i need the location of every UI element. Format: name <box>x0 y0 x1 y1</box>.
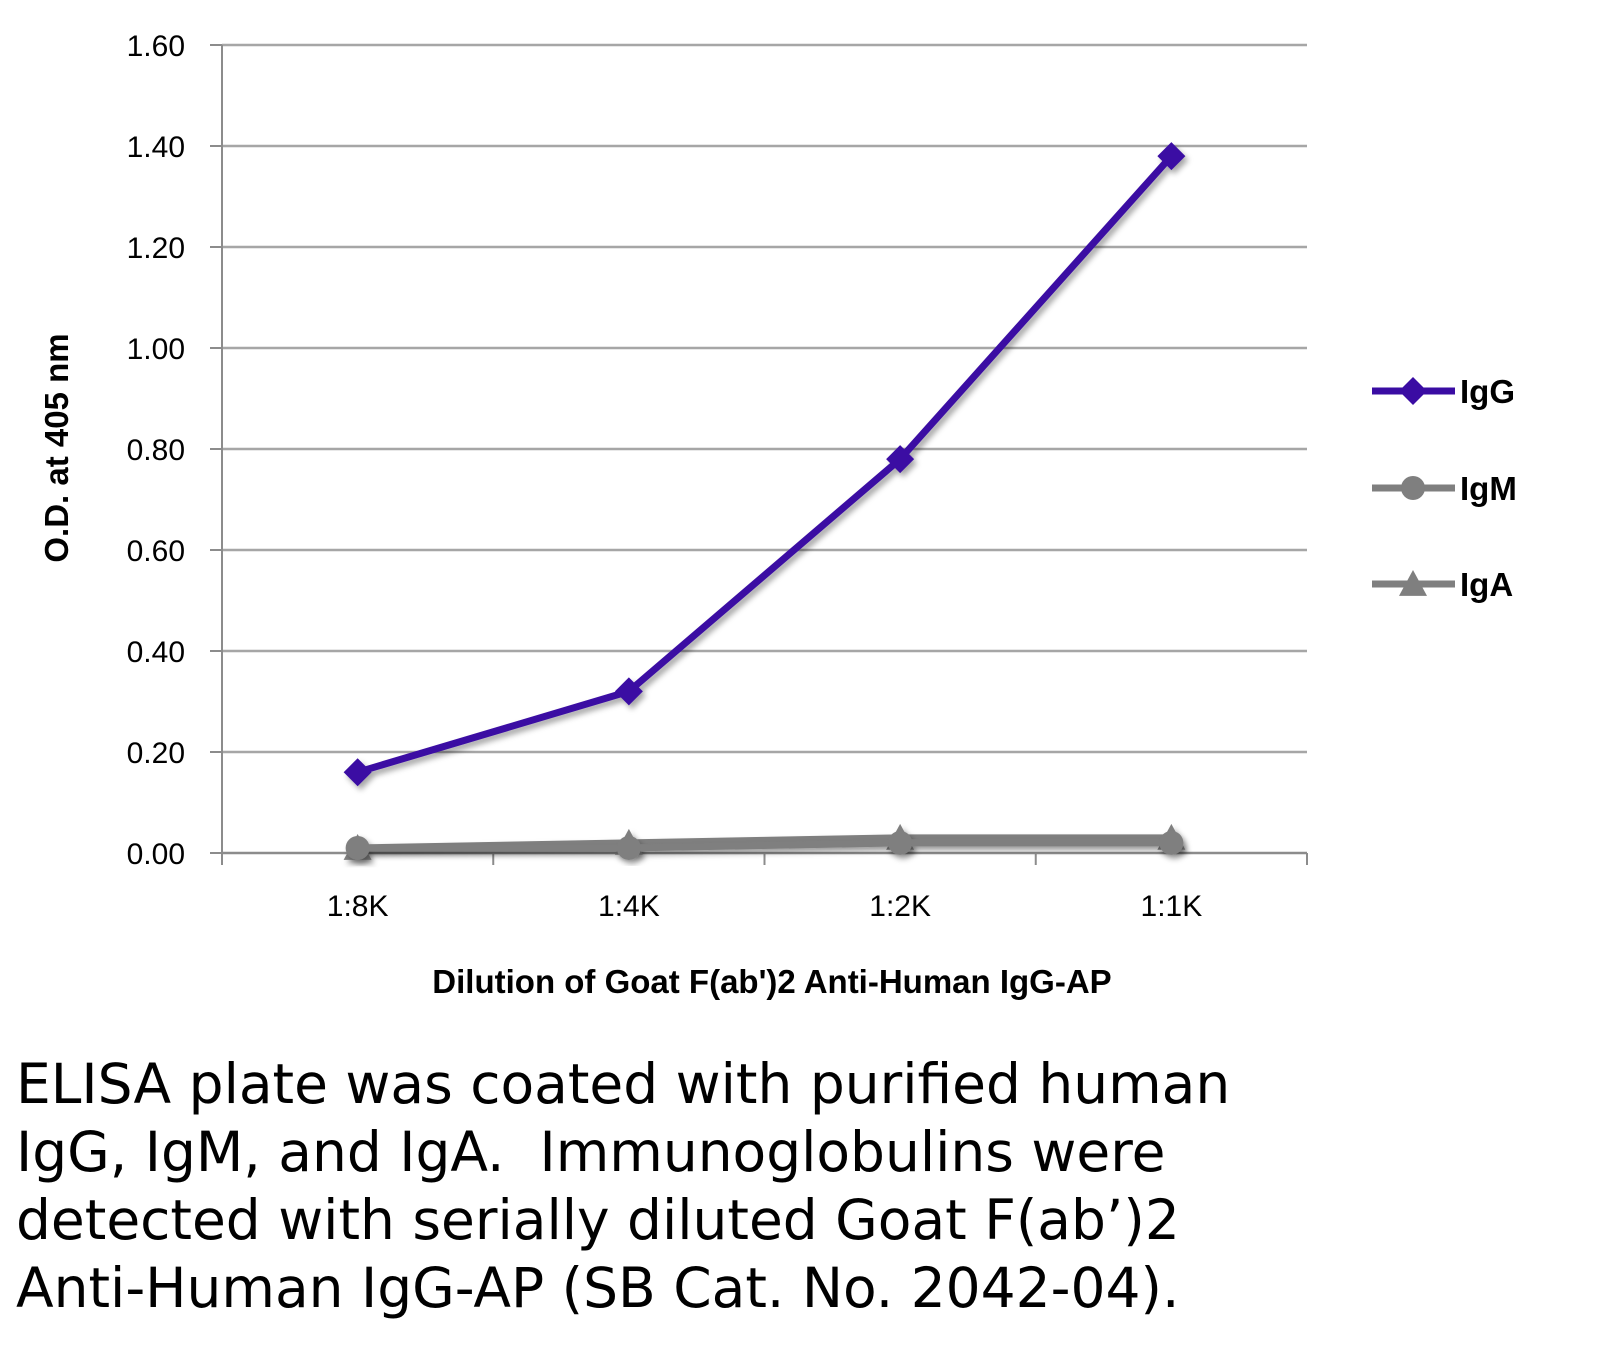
data-point <box>1157 142 1186 171</box>
y-tick-label: 0.40 <box>127 636 185 669</box>
legend-marker <box>1399 377 1427 405</box>
data-point <box>888 830 913 855</box>
y-tick-labels: 0.00 0.20 0.40 0.60 0.80 1.00 1.20 1.40 1.60 <box>127 30 185 871</box>
x-tick-labels: 1:8K 1:4K 1:2K 1:1K <box>327 890 1202 923</box>
data-point <box>614 677 643 706</box>
y-tick-label: 0.60 <box>127 535 185 568</box>
data-point <box>345 835 370 860</box>
y-tick-label: 1.60 <box>127 30 185 63</box>
legend: IgG IgM IgA <box>1372 373 1517 603</box>
y-tick-label: 0.20 <box>127 737 185 770</box>
axes <box>210 44 1308 865</box>
series-line <box>357 839 1172 852</box>
legend-label: IgG <box>1460 373 1515 410</box>
y-axis-title: O.D. at 405 nm <box>38 333 75 562</box>
y-tick-label: 0.00 <box>127 838 185 871</box>
figure-caption: ELISA plate was coated with purified hum… <box>16 1052 1231 1320</box>
elisa-line-chart: 0.00 0.20 0.40 0.60 0.80 1.00 1.20 1.40 1.60 1:8… <box>38 30 1517 1000</box>
legend-marker <box>1399 570 1427 596</box>
series-igg <box>343 142 1186 787</box>
x-tick-label: 1:2K <box>869 890 931 923</box>
y-tick-label: 1.00 <box>127 333 185 366</box>
legend-label: IgM <box>1460 470 1517 507</box>
data-point <box>886 445 915 474</box>
x-axis-title: Dilution of Goat F(ab')2 Anti-Human IgG-… <box>432 963 1111 1000</box>
x-tick-label: 1:1K <box>1141 890 1203 923</box>
x-tick-label: 1:8K <box>327 890 389 923</box>
data-point <box>1159 830 1184 855</box>
series-line <box>356 153 1174 776</box>
series-igm <box>345 830 1184 860</box>
legend-marker <box>1401 476 1425 500</box>
series-layer <box>343 142 1186 860</box>
y-tick-label: 1.40 <box>127 131 185 164</box>
y-tick-label: 0.80 <box>127 434 185 467</box>
legend-entry-igg: IgG <box>1372 373 1515 410</box>
legend-entry-igm: IgM <box>1372 470 1517 507</box>
legend-entry-iga: IgA <box>1372 566 1513 603</box>
gridlines <box>222 43 1307 754</box>
legend-label: IgA <box>1460 566 1513 603</box>
x-tick-label: 1:4K <box>598 890 660 923</box>
data-point <box>616 835 641 860</box>
y-tick-label: 1.20 <box>127 232 185 265</box>
data-point <box>343 758 372 787</box>
